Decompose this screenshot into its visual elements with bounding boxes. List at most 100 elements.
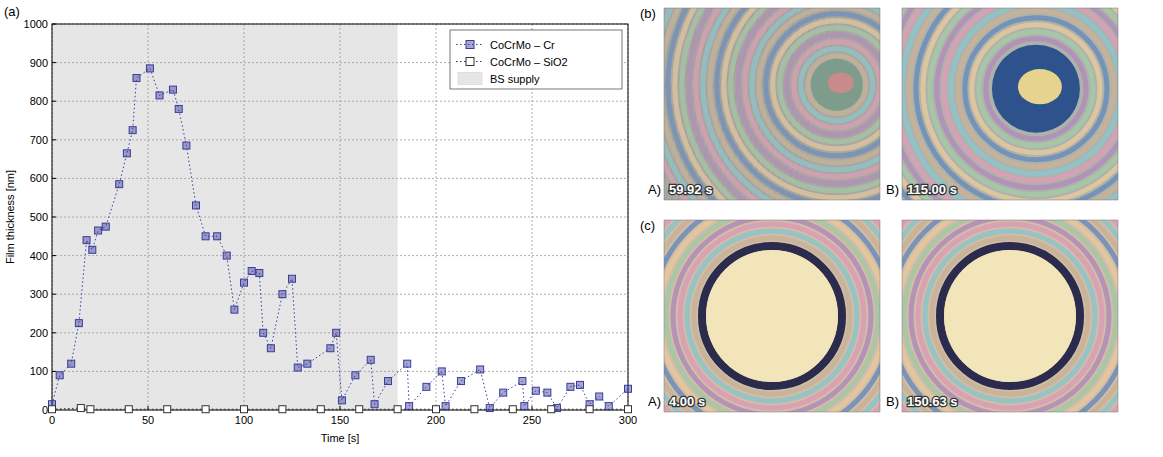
interference-ring [902, 220, 1118, 412]
marker [89, 246, 96, 253]
interference-ring [902, 8, 1118, 200]
image-time: 4.00 s [669, 394, 705, 409]
tick-label: 100 [30, 365, 48, 377]
tick-label: 800 [30, 95, 48, 107]
interference-ring [909, 8, 1118, 200]
tick [52, 101, 56, 102]
marker [279, 291, 286, 298]
interference-ring [801, 49, 873, 121]
marker [625, 385, 632, 392]
marker [202, 406, 209, 413]
interference-ring [664, 220, 880, 412]
interference-ring [902, 8, 1118, 200]
interference-ring [717, 8, 880, 200]
tick-label: 600 [30, 172, 48, 184]
marker [133, 75, 140, 82]
interference-ring [951, 8, 1118, 174]
marker [260, 329, 267, 336]
interference-ring [752, 8, 880, 170]
tick-label: 50 [142, 414, 154, 426]
image-letter: B) [886, 394, 899, 409]
marker [231, 306, 238, 313]
tick-label: 0 [49, 414, 55, 426]
interference-ring [902, 220, 1118, 412]
marker [156, 92, 163, 99]
interference-ring [664, 220, 880, 412]
marker [548, 406, 555, 413]
interference-ring [694, 238, 850, 394]
interference-ring [986, 39, 1086, 139]
marker [509, 406, 516, 413]
plot-area [52, 24, 628, 410]
marker [423, 383, 430, 390]
marker [371, 401, 378, 408]
grid-line [52, 101, 628, 102]
interference-ring [664, 8, 880, 200]
image-time: 150.63 s [907, 394, 958, 409]
image-frame [902, 8, 1118, 200]
marker [466, 41, 474, 49]
image-time: 115.00 s [907, 182, 957, 197]
marker [49, 406, 56, 413]
legend: CoCrMo – CrCoCrMo – SiO2BS supply [450, 30, 622, 89]
tick-label: 500 [30, 211, 48, 223]
image-letter: B) [886, 182, 899, 197]
interference-ring [703, 8, 880, 200]
interference-ring [664, 220, 880, 412]
marker [519, 378, 526, 385]
grid-line [52, 178, 628, 179]
tick-label: 1000 [24, 18, 48, 30]
interference-ring [902, 220, 1118, 412]
marker [471, 406, 478, 413]
interference-ring [902, 8, 1118, 200]
interference-ring [937, 8, 1118, 188]
interference-ring [738, 8, 880, 184]
axis-title: Film thickness [nm] [4, 170, 16, 264]
micrograph [664, 220, 880, 412]
marker [577, 381, 584, 388]
interference-ring [702, 246, 842, 386]
marker [442, 403, 449, 410]
marker [438, 368, 445, 375]
interference-ring [759, 8, 880, 163]
grid-line [52, 255, 628, 256]
interference-ring [902, 220, 1118, 412]
interference-ring [902, 8, 1118, 200]
tick [52, 294, 56, 295]
interference-ring [939, 245, 1081, 387]
marker [248, 268, 255, 275]
marker [279, 406, 286, 413]
interference-ring [766, 14, 880, 156]
interference-ring [664, 220, 880, 412]
interference-ring [902, 220, 1118, 412]
marker [596, 393, 603, 400]
marker [625, 406, 632, 413]
marker [457, 378, 464, 385]
marker [193, 202, 200, 209]
image-letter: A) [648, 394, 661, 409]
interference-ring [902, 220, 1118, 412]
interference-ring [773, 21, 880, 149]
marker [175, 105, 182, 112]
interference-ring [925, 231, 1095, 401]
grid-line [52, 371, 628, 372]
panel-label: (b) [640, 6, 656, 21]
image-frame [664, 220, 880, 412]
tick-label: 100 [235, 414, 253, 426]
marker [87, 406, 94, 413]
grid-line [52, 217, 628, 218]
marker [77, 405, 84, 412]
interference-ring [664, 220, 880, 412]
tick [52, 371, 56, 372]
marker [169, 86, 176, 93]
tick [52, 62, 56, 63]
marker [544, 389, 551, 396]
interference-ring [918, 224, 1102, 408]
interference-ring [668, 8, 880, 200]
marker [605, 403, 612, 410]
panel-label: (c) [640, 218, 655, 233]
marker [304, 360, 311, 367]
marker [406, 403, 413, 410]
interference-ring [944, 8, 1118, 181]
interference-ring [794, 42, 880, 128]
